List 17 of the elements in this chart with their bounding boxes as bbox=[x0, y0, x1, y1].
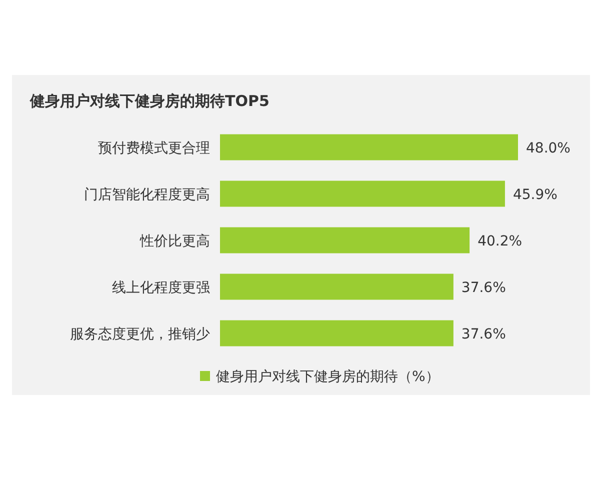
y-tick-label: 线上化程度更强 bbox=[112, 280, 210, 296]
y-tick-label: 门店智能化程度更高 bbox=[84, 186, 210, 203]
chart-title: 健身用户对线下健身房的期待TOP5 bbox=[29, 92, 270, 110]
y-tick-label: 性价比更高 bbox=[139, 233, 210, 250]
data-label: 40.2% bbox=[478, 233, 522, 250]
bar bbox=[220, 227, 470, 254]
data-label: 37.6% bbox=[461, 280, 506, 296]
bar bbox=[220, 320, 454, 346]
y-tick-label: 预付费模式更合理 bbox=[98, 140, 210, 156]
data-label: 48.0% bbox=[526, 140, 570, 156]
legend-label: 健身用户对线下健身房的期待（%） bbox=[216, 369, 440, 385]
bar bbox=[220, 274, 454, 300]
bar bbox=[220, 180, 505, 207]
data-label: 37.6% bbox=[461, 326, 506, 342]
y-tick-label: 服务态度更优，推销少 bbox=[70, 326, 210, 342]
data-label: 45.9% bbox=[512, 186, 558, 203]
bar bbox=[220, 134, 518, 160]
